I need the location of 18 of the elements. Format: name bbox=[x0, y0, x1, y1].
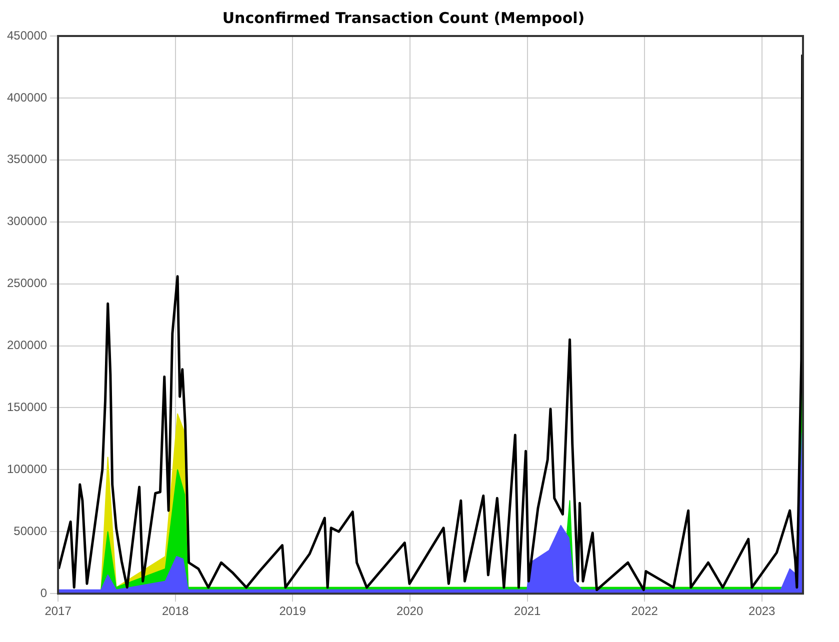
x-tick-label: 2019 bbox=[279, 604, 306, 618]
y-tick-label: 350000 bbox=[6, 152, 48, 166]
x-tick-label: 2017 bbox=[44, 604, 72, 618]
y-tick-label: 0 bbox=[40, 586, 48, 600]
y-tick-label: 200000 bbox=[6, 338, 48, 352]
y-tick-label: 450000 bbox=[6, 28, 48, 42]
y-tick-label: 250000 bbox=[6, 276, 48, 290]
y-tick-label: 100000 bbox=[6, 462, 48, 476]
y-tick-label: 400000 bbox=[6, 90, 48, 104]
y-tick-label: 50000 bbox=[14, 524, 48, 538]
chart-title: Unconfirmed Transaction Count (Mempool) bbox=[222, 8, 585, 27]
x-tick-label: 2018 bbox=[162, 604, 189, 618]
x-tick-label: 2020 bbox=[396, 604, 424, 618]
x-tick-label: 2022 bbox=[631, 604, 658, 618]
x-tick-label: 2023 bbox=[748, 604, 776, 618]
y-tick-label: 300000 bbox=[6, 214, 48, 228]
y-tick-label: 150000 bbox=[6, 400, 48, 414]
x-tick-label: 2021 bbox=[514, 604, 542, 618]
